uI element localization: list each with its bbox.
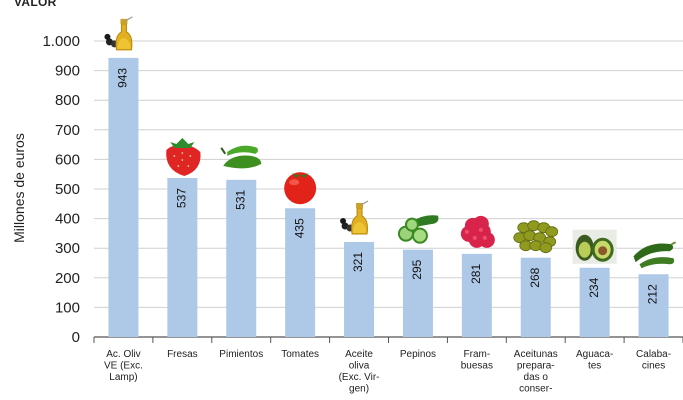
value-label: 537 <box>175 188 189 208</box>
category-label: Aguaca-tes <box>576 349 613 372</box>
y-tick-label: 800 <box>55 92 80 109</box>
olive-oil-bottle-icon <box>340 200 369 235</box>
category-label: Aceite oliva (Exc. Vir-gen) <box>339 349 380 395</box>
y-tick-label: 500 <box>55 181 80 198</box>
bar <box>226 179 257 337</box>
olives-icon <box>513 220 559 254</box>
green-pepper-icon <box>220 145 262 169</box>
value-label: 295 <box>410 259 424 279</box>
value-labels: 943 537 531 435 321 295 281 268 234 212 <box>116 68 660 305</box>
category-label: Fresas <box>167 349 198 360</box>
value-label: 321 <box>351 252 365 272</box>
y-tick-label: 100 <box>55 299 80 316</box>
y-tick-label: 300 <box>55 240 80 257</box>
bar-icons <box>104 16 676 269</box>
value-label: 234 <box>587 277 601 297</box>
bar <box>344 241 375 337</box>
value-label: 943 <box>116 68 130 88</box>
value-label: 531 <box>233 190 247 210</box>
category-labels: Ac. Oliv VE (Exc. Lamp) Fresas Pimientos Toma… <box>104 349 671 395</box>
avocado-icon <box>572 229 617 264</box>
bar <box>579 267 610 337</box>
y-tick-label: 0 <box>72 329 80 346</box>
bar <box>167 178 198 337</box>
y-tick-label: 1.000 <box>42 33 80 50</box>
bar <box>638 274 669 337</box>
bar <box>461 253 492 337</box>
category-label: Calaba-cines <box>636 349 671 372</box>
category-label: Tomates <box>281 349 319 360</box>
bars <box>108 57 669 337</box>
y-tick-label: 900 <box>55 63 80 80</box>
y-tick-label: 700 <box>55 122 80 139</box>
y-tick-label: 400 <box>55 211 80 228</box>
tomato-icon <box>284 172 317 205</box>
y-tick-label: 600 <box>55 151 80 168</box>
category-label: Fram-buesas <box>461 349 493 372</box>
raspberry-icon <box>460 215 495 248</box>
category-label: Aceitunas prepara-das o conser- <box>514 349 558 395</box>
bar <box>285 208 316 337</box>
chart-title: VALOR <box>14 0 57 9</box>
bar <box>402 249 433 337</box>
olive-oil-bottle-icon <box>104 16 133 51</box>
category-label: Pimientos <box>219 349 263 360</box>
y-axis-ticks: 0 100 200 300 400 500 600 700 800 900 1.000 <box>42 33 80 346</box>
strawberry-icon <box>166 138 201 177</box>
category-label: Pepinos <box>400 349 436 360</box>
value-label: 212 <box>646 284 660 304</box>
value-label: 268 <box>528 267 542 287</box>
bar <box>108 57 139 337</box>
cucumber-icon <box>397 215 439 244</box>
bar <box>520 257 551 337</box>
zucchini-icon <box>633 241 676 269</box>
value-label: 281 <box>469 264 483 284</box>
category-label: Ac. Oliv VE (Exc. Lamp) <box>104 349 143 383</box>
y-tick-label: 200 <box>55 270 80 287</box>
value-label: 435 <box>292 218 306 238</box>
